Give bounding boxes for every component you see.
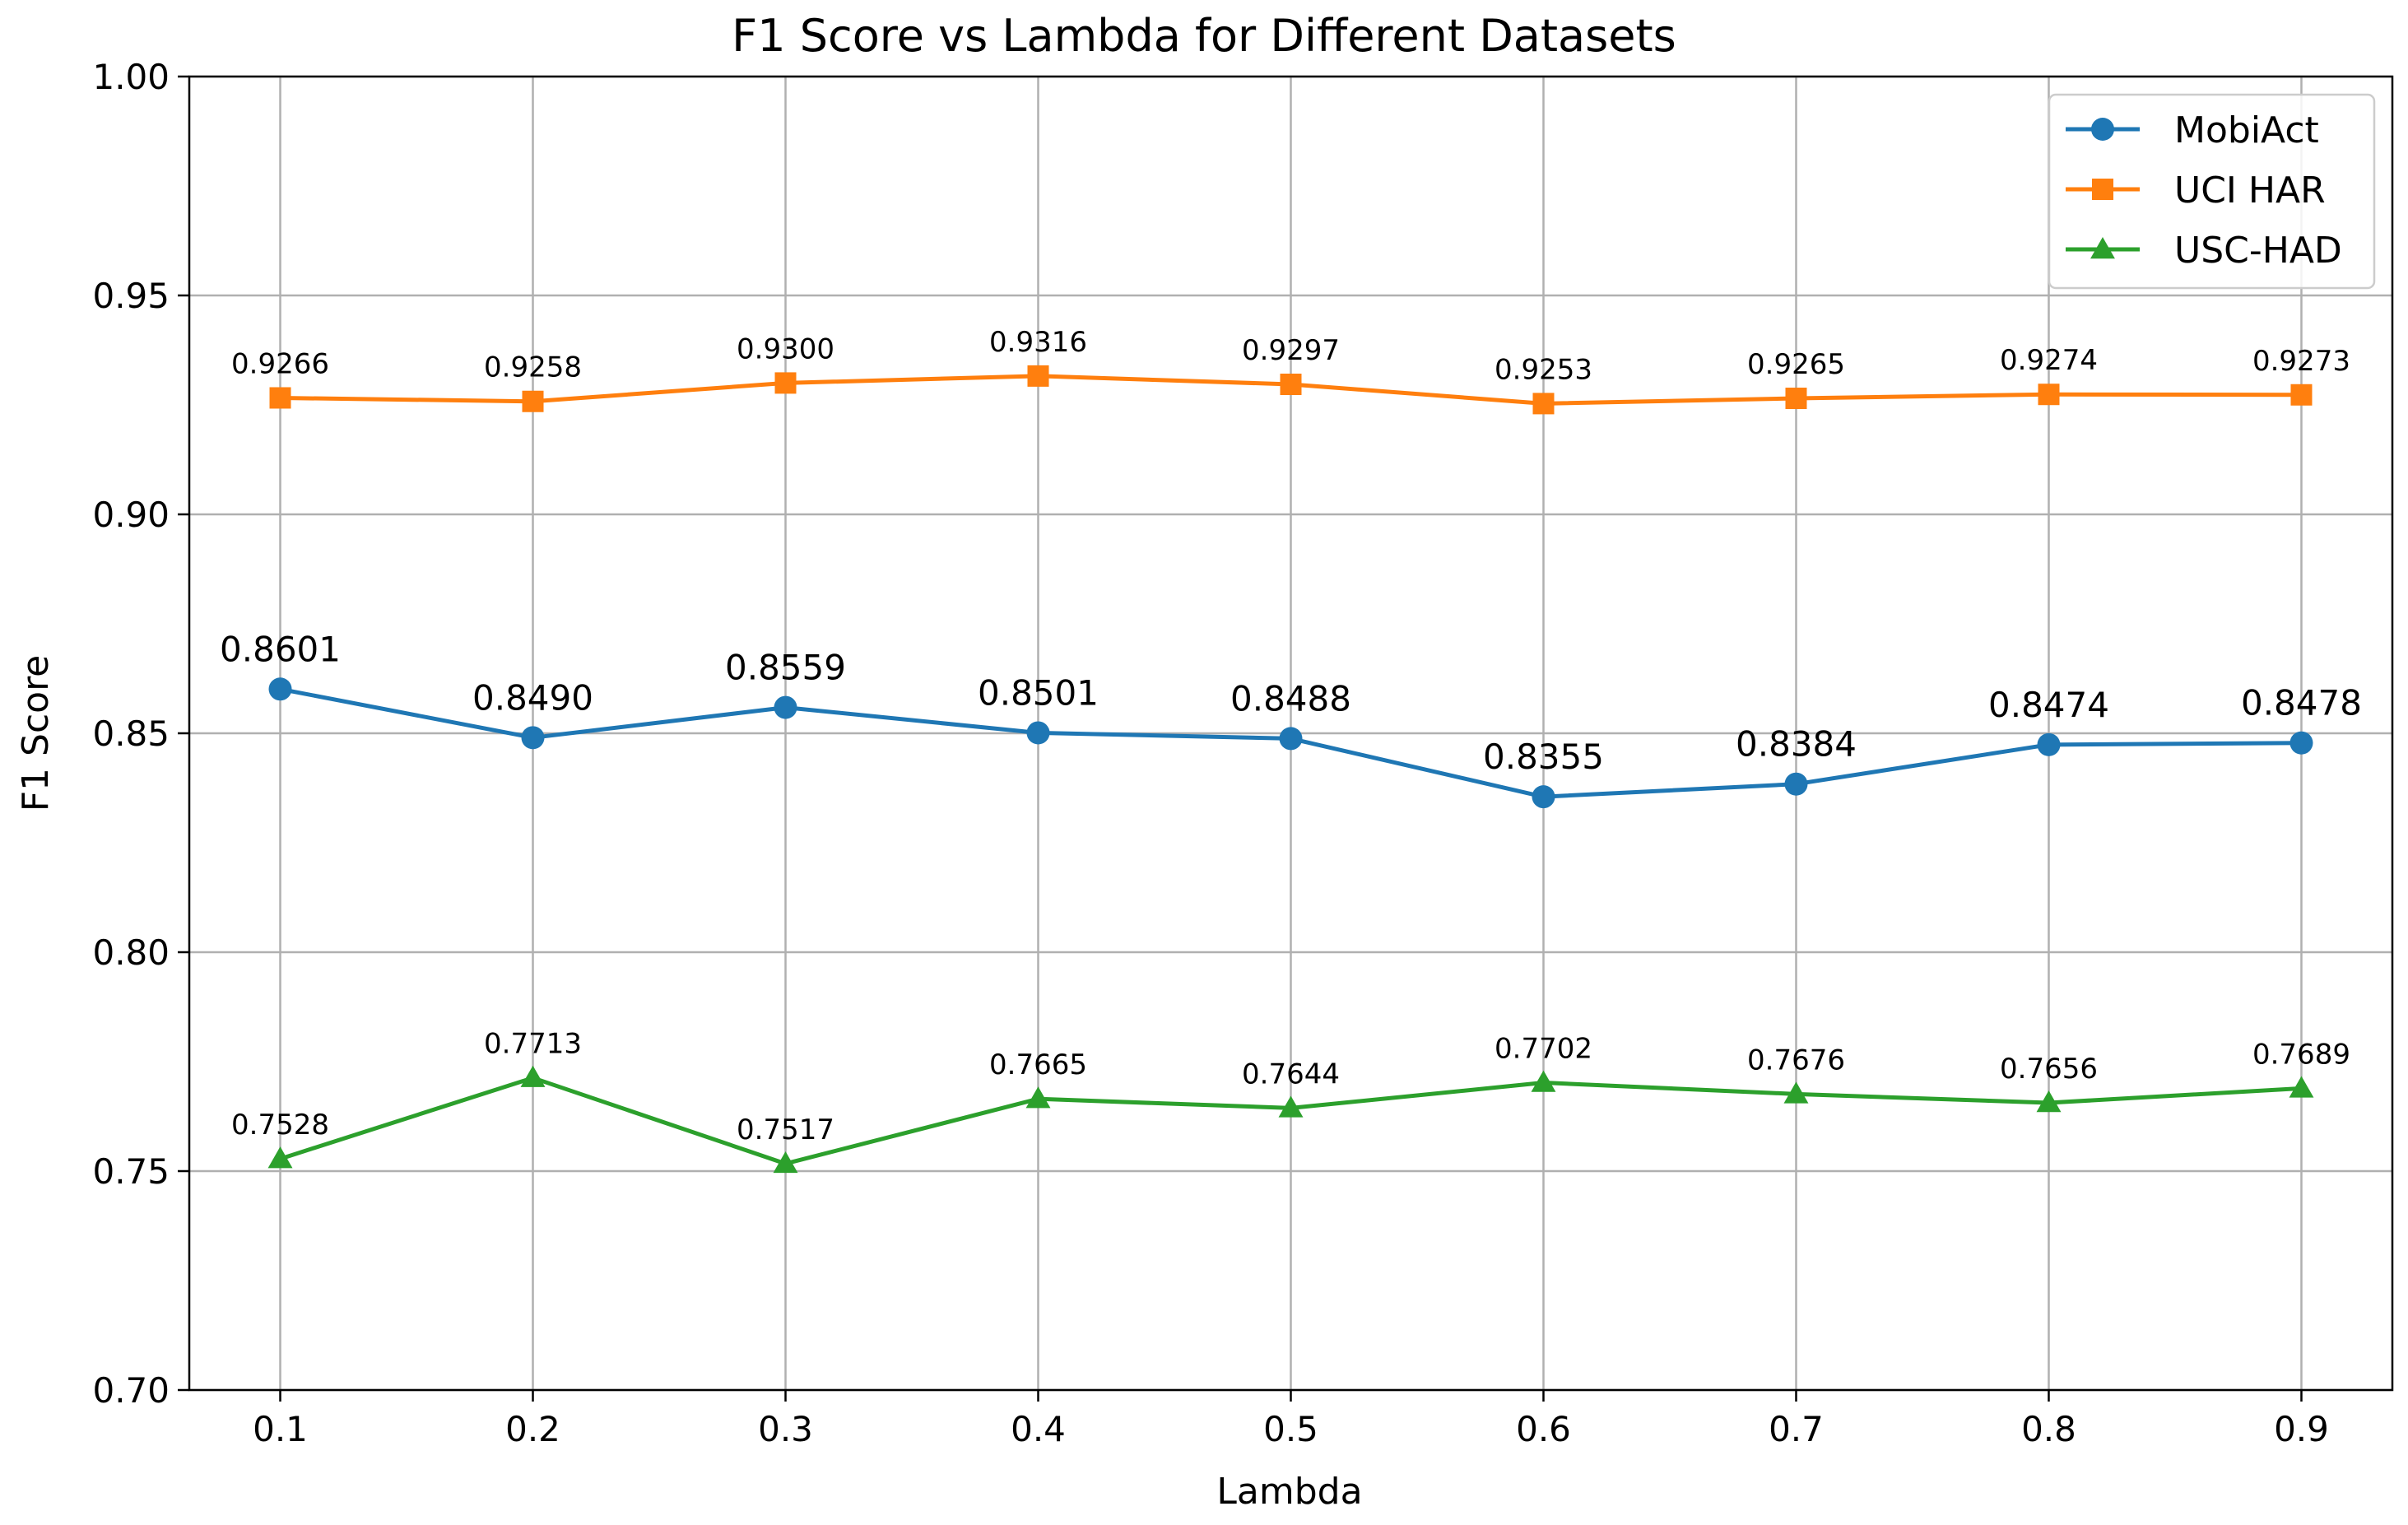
legend-label-mobiact: MobiAct [2174,109,2319,151]
usc-had-data-label: 0.7676 [1747,1044,1845,1076]
mobiact-data-label: 0.8384 [1736,724,1857,765]
uci-har-marker [1532,393,1555,415]
legend-label-usc-had: USC-HAD [2174,230,2342,272]
uci-har-marker [1027,365,1049,387]
usc-had-marker [1531,1070,1556,1092]
mobiact-marker [2037,732,2061,756]
usc-had-marker [2289,1076,2314,1098]
usc-had-marker [520,1065,546,1087]
x-tick-label: 0.3 [758,1409,813,1449]
uci-har-marker [1785,388,1807,410]
y-axis-title: F1 Score [15,655,57,812]
mobiact-marker [1279,727,1303,751]
usc-had-data-label: 0.7517 [737,1114,834,1146]
legend: MobiAct UCI HAR USC-HAD [2048,93,2376,290]
usc-had-data-label: 0.7702 [1495,1033,1592,1066]
mobiact-marker [1784,772,1808,796]
y-tick-label: 0.90 [92,495,170,535]
legend-marker-mobiact [2091,118,2114,141]
y-tick-label: 0.75 [92,1151,170,1192]
uci-har-marker [2038,384,2060,406]
x-tick-label: 0.4 [1011,1409,1066,1449]
usc-had-marker [1025,1086,1051,1109]
legend-marker-uci-har [2092,179,2113,200]
mobiact-data-label: 0.8501 [978,672,1099,713]
uci-har-data-label: 0.9273 [2252,345,2350,378]
usc-had-data-label: 0.7656 [2000,1053,2098,1086]
uci-har-data-label: 0.9265 [1747,348,1845,381]
uci-har-data-label: 0.9300 [737,332,834,365]
label-layer: 0.8601 0.8490 0.8559 0.8501 0.8488 0.8355 0.83… [220,326,2362,1146]
usc-had-marker [773,1151,798,1174]
series-layer [267,365,2314,1174]
usc-had-marker [2036,1090,2062,1113]
y-tick-label: 0.95 [92,276,170,316]
uci-har-data-label: 0.9266 [231,347,329,380]
y-tick-label: 0.70 [92,1370,170,1411]
x-axis-title: Lambda [1216,1471,1362,1513]
uci-har-data-label: 0.9297 [1242,334,1340,367]
x-tick-label: 0.8 [2021,1409,2076,1449]
x-tick-label: 0.2 [505,1409,560,1449]
chart-title: F1 Score vs Lambda for Different Dataset… [732,10,1676,62]
uci-har-data-label: 0.9253 [1495,353,1592,386]
usc-had-marker [1278,1095,1304,1118]
mobiact-data-label: 0.8490 [472,677,593,718]
mobiact-marker [521,726,545,750]
usc-had-data-label: 0.7528 [231,1109,329,1141]
x-tick-label: 0.1 [253,1409,308,1449]
uci-har-data-label: 0.9316 [989,326,1087,359]
mobiact-data-label: 0.8478 [2241,683,2362,723]
usc-had-data-label: 0.7689 [2252,1038,2350,1071]
mobiact-marker [774,695,797,719]
uci-har-marker [522,390,544,412]
uci-har-data-label: 0.9258 [484,351,582,384]
y-tick-label: 0.80 [92,932,170,973]
mobiact-marker [2289,731,2313,755]
legend-marker-usc-had [2090,237,2115,259]
legend-label-uci-har: UCI HAR [2174,170,2326,212]
mobiact-marker [1026,721,1050,745]
x-tick-label: 0.7 [1769,1409,1824,1449]
legend-box [2048,93,2376,290]
y-tick-label: 0.85 [92,714,170,754]
mobiact-data-label: 0.8559 [725,648,846,688]
uci-har-marker [1280,373,1302,395]
usc-had-data-label: 0.7665 [989,1048,1087,1081]
uci-har-marker [2290,384,2313,406]
x-tick-label: 0.9 [2274,1409,2329,1449]
usc-had-marker [1783,1081,1809,1104]
mobiact-marker [1532,785,1555,809]
mobiact-marker [268,677,292,701]
mobiact-data-label: 0.8474 [1988,685,2109,725]
uci-har-marker [774,372,797,394]
usc-had-data-label: 0.7713 [484,1028,582,1061]
usc-had-data-label: 0.7644 [1242,1058,1340,1090]
mobiact-data-label: 0.8355 [1483,737,1604,777]
mobiact-data-label: 0.8488 [1230,678,1351,718]
uci-har-marker [269,387,291,409]
usc-had-marker [267,1146,293,1169]
uci-har-data-label: 0.9274 [2000,344,2098,377]
x-tick-label: 0.6 [1516,1409,1571,1449]
y-tick-label: 1.00 [92,57,170,97]
x-tick-label: 0.5 [1263,1409,1318,1449]
axis-layer: 0.1 0.2 0.3 0.4 0.5 0.6 0.7 0.8 0.9 0.70 0.75 0.80 0… [92,57,2328,1449]
mobiact-data-label: 0.8601 [220,629,341,669]
